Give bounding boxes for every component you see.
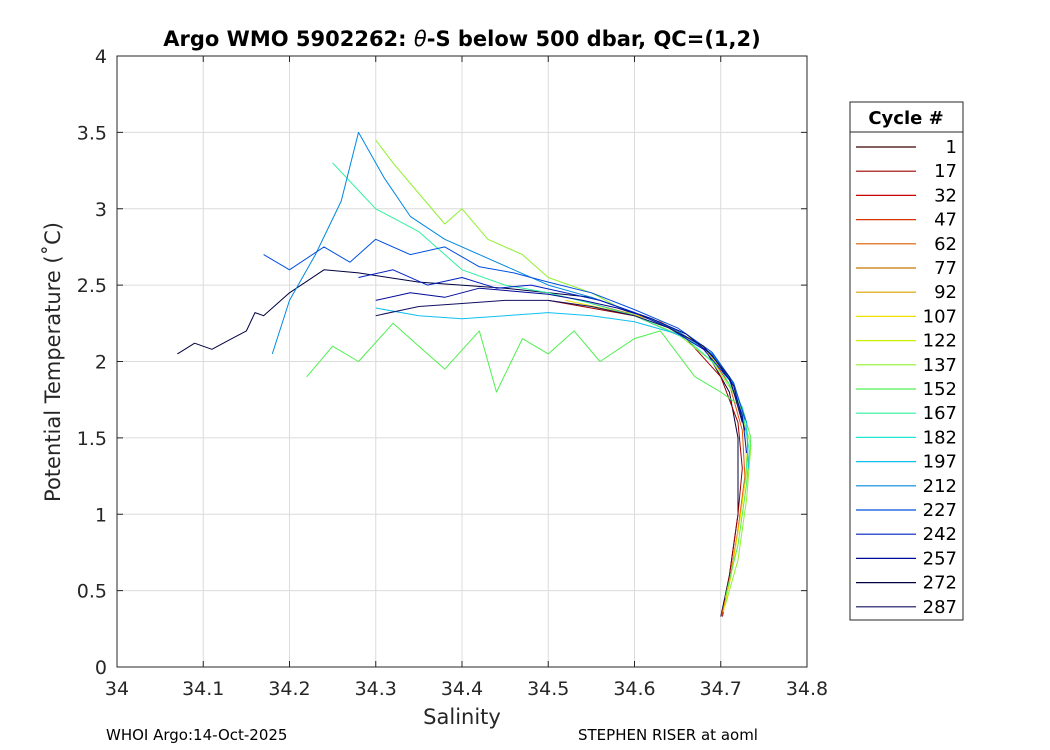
legend-label-242: 242 — [923, 524, 957, 545]
legend-entries: 1 17 32 47 62 77 92 107 122 137 152 167 182 197 212 227… — [856, 137, 957, 618]
chart-title: Argo WMO 5902262: θ-S below 500 dbar, QC… — [163, 27, 760, 51]
x-axis-label: Salinity — [423, 705, 501, 729]
chart-title-symbol: θ — [414, 27, 427, 51]
x-tick-label: 34.3 — [355, 678, 397, 700]
legend-label-272: 272 — [923, 573, 957, 594]
legend-label-62: 62 — [934, 234, 957, 255]
y-tick-label: 0 — [95, 657, 107, 679]
legend-label-152: 152 — [923, 379, 957, 400]
x-tick-label: 34.5 — [527, 678, 569, 700]
legend-label-167: 167 — [923, 403, 957, 424]
y-tick-label: 2.5 — [77, 275, 107, 297]
x-tick-label: 34.8 — [786, 678, 828, 700]
series-line-cycle-257 — [375, 287, 746, 431]
legend-label-47: 47 — [934, 210, 957, 231]
legend-label-137: 137 — [923, 355, 957, 376]
legend-label-182: 182 — [923, 427, 957, 448]
legend-label-32: 32 — [934, 185, 957, 206]
y-tick-label: 4 — [95, 46, 107, 68]
legend-label-212: 212 — [923, 476, 957, 497]
legend-label-17: 17 — [934, 161, 957, 182]
x-tick-label: 34.7 — [700, 678, 742, 700]
series-line-cycle-152 — [306, 322, 752, 599]
chart-title-prefix: Argo WMO 5902262: — [163, 27, 414, 51]
x-tick-labels: 34 34.1 34.2 34.3 34.4 34.5 34.6 34.7 34.8 — [105, 678, 828, 700]
legend-label-77: 77 — [934, 258, 957, 279]
legend-label-92: 92 — [934, 282, 957, 303]
y-tick-label: 3 — [95, 199, 107, 221]
legend-label-227: 227 — [923, 500, 957, 521]
x-tick-label: 34.6 — [613, 678, 655, 700]
footer-right: STEPHEN RISER at aoml — [578, 726, 758, 744]
series-line-cycle-242 — [358, 269, 748, 454]
y-tick-label: 1.5 — [77, 428, 107, 450]
legend-label-107: 107 — [923, 306, 957, 327]
plot-frame — [116, 55, 808, 668]
y-tick-label: 0.5 — [77, 581, 107, 603]
y-tick-label: 1 — [95, 504, 107, 526]
legend-label-122: 122 — [923, 331, 957, 352]
x-tick-label: 34.4 — [441, 678, 483, 700]
y-axis-label: Potential Temperature (˚C) — [41, 222, 65, 502]
y-tick-labels: 0 0.5 1 1.5 2 2.5 3 3.5 4 — [77, 46, 107, 679]
legend-title: Cycle # — [868, 108, 943, 129]
legend: Cycle # 11732476277921071221371521671821… — [849, 101, 964, 621]
legend-label-1: 1 — [946, 137, 957, 158]
legend-label-287: 287 — [923, 597, 957, 618]
series-line-cycle-287 — [375, 299, 743, 423]
y-tick-label: 2 — [95, 352, 107, 374]
series-line-cycle-1 — [177, 269, 739, 617]
series-group — [177, 131, 752, 617]
x-tick-label: 34.2 — [268, 678, 310, 700]
chart-title-suffix: -S below 500 dbar, QC=(1,2) — [427, 27, 761, 51]
series-line-cycle-227 — [263, 238, 746, 420]
legend-label-197: 197 — [923, 452, 957, 473]
x-tick-label: 34 — [105, 678, 129, 700]
x-tick-label: 34.1 — [182, 678, 224, 700]
footer-left: WHOI Argo:14-Oct-2025 — [106, 726, 287, 744]
legend-label-257: 257 — [923, 548, 957, 569]
grid-lines — [116, 55, 808, 668]
y-tick-label: 3.5 — [77, 122, 107, 144]
series-line-cycle-167 — [332, 162, 749, 484]
